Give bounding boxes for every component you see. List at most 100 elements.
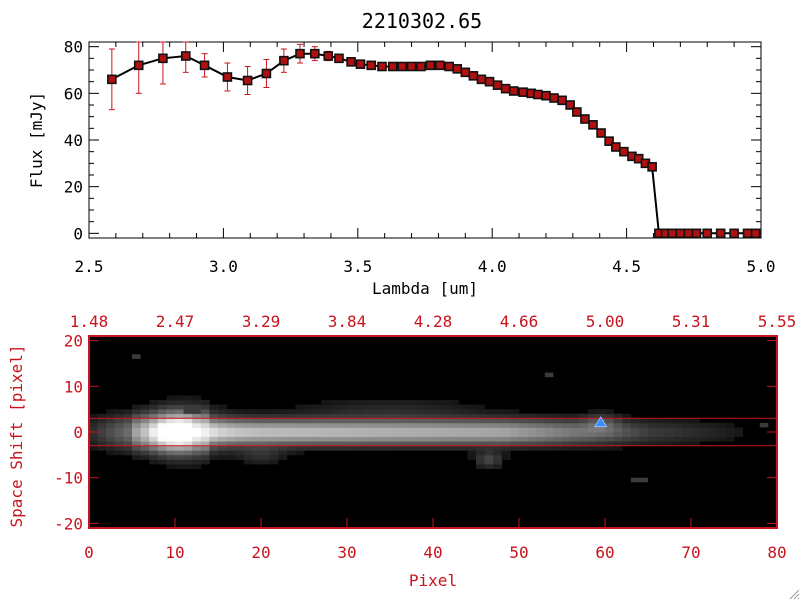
image-pixel <box>673 422 683 428</box>
image-pixel <box>398 436 408 442</box>
image-pixel <box>372 404 382 410</box>
image-pixel <box>269 436 279 442</box>
image-pixel <box>682 418 692 424</box>
spectrum-y-tick-label: 0 <box>73 224 83 243</box>
image-pixel <box>243 432 253 437</box>
image-pixel <box>476 464 485 469</box>
image-pixel <box>338 427 348 433</box>
image-pixel <box>149 418 159 424</box>
image-pixel <box>132 413 141 419</box>
image-pixel <box>381 400 391 405</box>
image-pixel <box>622 441 632 447</box>
spectrum-point <box>158 53 168 64</box>
image-pixel <box>656 441 666 447</box>
image-pixel <box>200 445 210 451</box>
image-pixel <box>484 422 494 428</box>
image-pixel <box>269 413 279 419</box>
image-pixel <box>200 454 210 460</box>
image-pixel <box>630 422 640 428</box>
image-pixel <box>166 459 176 465</box>
image-pixel <box>510 441 520 447</box>
image-pixel <box>140 450 150 456</box>
image-pixel <box>665 432 675 437</box>
image-pixel <box>347 400 356 405</box>
image-pixel <box>355 441 365 447</box>
image-pixel <box>441 427 451 433</box>
image-pixel <box>278 454 288 460</box>
image-pixel <box>424 445 434 451</box>
spectrum-point <box>377 61 387 72</box>
image-pixel <box>218 409 227 415</box>
image-pixel <box>544 441 554 447</box>
image-pixel <box>433 418 442 424</box>
image-pixel <box>441 432 451 437</box>
image-pixel <box>106 422 116 428</box>
image-pixel <box>407 436 417 442</box>
spectrum-point <box>750 228 761 239</box>
image-pixel <box>132 454 141 460</box>
spectrum-point <box>742 228 753 239</box>
image-pixel <box>716 432 726 437</box>
image-pixel <box>673 432 683 437</box>
image-pixel <box>476 409 485 415</box>
image-pixel <box>579 432 589 437</box>
spectrum-point <box>588 120 598 130</box>
image-pixel <box>235 454 245 460</box>
image-pixel <box>157 418 167 424</box>
image-pixel <box>381 409 391 415</box>
image-pixel <box>527 418 537 424</box>
image-pixel <box>415 436 425 442</box>
image-top-tick-label: 2.47 <box>156 312 195 331</box>
image-pixel <box>390 413 399 419</box>
image-pixel <box>407 400 417 405</box>
image-pixel <box>235 409 245 415</box>
spectrum-point <box>508 86 519 96</box>
image-pixel <box>510 436 520 442</box>
spectrum-title: 2210302.65 <box>362 9 482 33</box>
image-pixel <box>123 450 133 456</box>
image-pixel <box>183 432 193 437</box>
image-pixel <box>200 459 210 465</box>
image-pixel <box>390 404 399 410</box>
image-top-tick-label: 5.31 <box>672 312 711 331</box>
image-pixel <box>364 445 374 451</box>
image-pixel <box>140 413 150 419</box>
image-pixel <box>613 445 623 451</box>
image-pixel <box>243 459 253 465</box>
image-pixel <box>235 413 245 419</box>
image-pixel <box>140 409 150 415</box>
image-x-label: Pixel <box>409 571 457 590</box>
image-pixel <box>536 441 546 447</box>
image-pixel <box>140 441 150 447</box>
resize-grip-icon[interactable] <box>786 586 800 600</box>
spectrum-point <box>729 228 739 239</box>
image-pixel <box>484 413 494 419</box>
image-top-tick-label: 4.66 <box>500 312 539 331</box>
image-pixel <box>278 432 288 437</box>
image-pixel <box>467 418 477 424</box>
image-pixel <box>708 432 718 437</box>
image-pixel <box>192 464 202 469</box>
image-pixel <box>424 404 434 410</box>
spectrum-point <box>295 48 305 59</box>
image-pixel <box>278 445 288 451</box>
image-pixel <box>175 400 184 405</box>
image-pixel <box>200 418 210 424</box>
image-pixel <box>458 436 468 442</box>
image-pixel <box>278 450 288 456</box>
image-pixel <box>372 432 382 437</box>
image-pixel <box>562 436 571 442</box>
image-pixel <box>570 432 580 437</box>
image-pixel <box>510 432 520 437</box>
image-pixel <box>114 432 124 437</box>
image-pixel <box>175 445 184 451</box>
image-pixel <box>407 422 417 428</box>
image-pixel <box>200 450 210 456</box>
image-pixel <box>329 404 339 410</box>
image-pixel <box>613 436 623 442</box>
image-pixel <box>467 436 477 442</box>
image-pixel <box>89 422 98 428</box>
image-pixel <box>157 450 167 456</box>
image-pixel <box>321 427 331 433</box>
spectrum-x-tick-label: 2.5 <box>75 257 104 276</box>
